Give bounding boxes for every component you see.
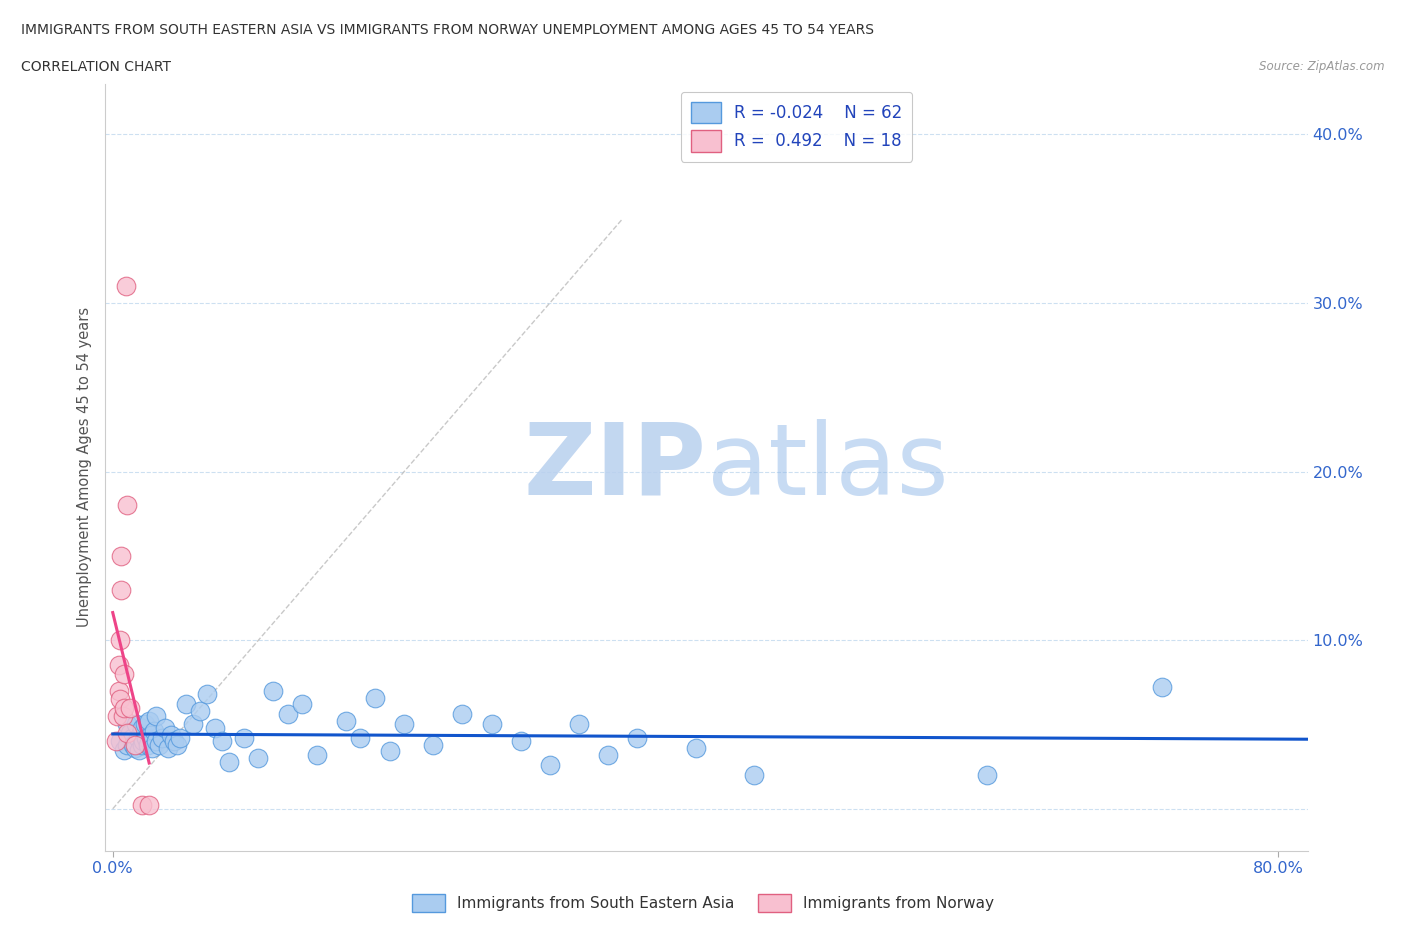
Point bbox=[218, 754, 240, 769]
Point bbox=[163, 734, 186, 749]
Point bbox=[104, 734, 127, 749]
Text: ZIP: ZIP bbox=[523, 418, 707, 516]
Point bbox=[211, 734, 233, 749]
Text: CORRELATION CHART: CORRELATION CHART bbox=[21, 60, 172, 74]
Point bbox=[125, 717, 148, 732]
Point bbox=[392, 717, 415, 732]
Point bbox=[122, 737, 145, 752]
Point bbox=[139, 727, 162, 742]
Point bbox=[107, 684, 129, 698]
Point bbox=[107, 658, 129, 673]
Point bbox=[538, 758, 561, 773]
Point bbox=[349, 731, 371, 746]
Point bbox=[136, 737, 159, 752]
Point bbox=[626, 731, 648, 746]
Point bbox=[128, 742, 150, 757]
Point bbox=[153, 721, 176, 736]
Point bbox=[742, 767, 765, 782]
Point bbox=[108, 692, 131, 707]
Point bbox=[117, 737, 139, 752]
Text: Source: ZipAtlas.com: Source: ZipAtlas.com bbox=[1260, 60, 1385, 73]
Point bbox=[132, 734, 155, 749]
Point bbox=[160, 727, 183, 742]
Point bbox=[422, 737, 444, 752]
Point bbox=[127, 731, 149, 746]
Point bbox=[145, 734, 167, 749]
Point bbox=[197, 686, 219, 701]
Point bbox=[364, 690, 387, 705]
Point bbox=[232, 731, 254, 746]
Point bbox=[685, 740, 707, 755]
Point bbox=[110, 549, 132, 564]
Point bbox=[120, 700, 142, 715]
Point bbox=[108, 632, 131, 647]
Point bbox=[141, 740, 163, 755]
Point bbox=[131, 798, 153, 813]
Point bbox=[120, 725, 142, 740]
Point bbox=[145, 709, 167, 724]
Point bbox=[138, 713, 160, 728]
Point bbox=[335, 713, 357, 728]
Point bbox=[129, 727, 152, 742]
Point bbox=[262, 684, 284, 698]
Point bbox=[378, 744, 401, 759]
Point bbox=[247, 751, 270, 765]
Point bbox=[112, 742, 135, 757]
Legend: Immigrants from South Eastern Asia, Immigrants from Norway: Immigrants from South Eastern Asia, Immi… bbox=[405, 888, 1001, 918]
Point bbox=[117, 725, 139, 740]
Point bbox=[598, 748, 620, 763]
Point bbox=[157, 740, 180, 755]
Point bbox=[1150, 680, 1173, 695]
Point bbox=[135, 731, 157, 746]
Point bbox=[291, 697, 314, 711]
Point bbox=[150, 731, 173, 746]
Point bbox=[204, 721, 226, 736]
Point bbox=[166, 737, 188, 752]
Point bbox=[976, 767, 998, 782]
Point bbox=[174, 697, 197, 711]
Point bbox=[124, 737, 146, 752]
Point bbox=[112, 700, 135, 715]
Point bbox=[277, 707, 299, 722]
Point bbox=[142, 724, 165, 738]
Point bbox=[134, 717, 156, 732]
Point bbox=[131, 737, 153, 752]
Point bbox=[181, 717, 204, 732]
Point bbox=[115, 279, 138, 294]
Point bbox=[124, 740, 146, 755]
Point bbox=[105, 709, 128, 724]
Point bbox=[117, 498, 139, 512]
Point bbox=[131, 721, 153, 736]
Point bbox=[138, 798, 160, 813]
Point bbox=[108, 734, 131, 749]
Point bbox=[110, 582, 132, 597]
Point bbox=[169, 731, 191, 746]
Point bbox=[117, 717, 139, 732]
Point bbox=[509, 734, 531, 749]
Point bbox=[481, 717, 503, 732]
Text: IMMIGRANTS FROM SOUTH EASTERN ASIA VS IMMIGRANTS FROM NORWAY UNEMPLOYMENT AMONG : IMMIGRANTS FROM SOUTH EASTERN ASIA VS IM… bbox=[21, 23, 875, 37]
Point bbox=[121, 731, 143, 746]
Point bbox=[188, 704, 211, 719]
Point bbox=[451, 707, 474, 722]
Point bbox=[111, 709, 134, 724]
Point bbox=[305, 748, 328, 763]
Text: atlas: atlas bbox=[707, 418, 948, 516]
Point bbox=[568, 717, 591, 732]
Point bbox=[112, 667, 135, 682]
Y-axis label: Unemployment Among Ages 45 to 54 years: Unemployment Among Ages 45 to 54 years bbox=[77, 307, 93, 628]
Point bbox=[148, 737, 170, 752]
Legend: R = -0.024    N = 62, R =  0.492    N = 18: R = -0.024 N = 62, R = 0.492 N = 18 bbox=[681, 92, 912, 162]
